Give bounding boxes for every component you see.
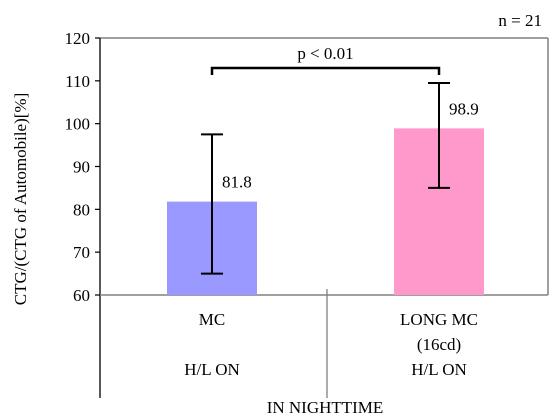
- y-tick-label: 100: [65, 115, 91, 134]
- category-labels: MC H/L ON LONG MC (16cd) H/L ON: [184, 310, 478, 379]
- value-label: 81.8: [222, 173, 252, 192]
- y-tick-label: 60: [73, 286, 90, 305]
- condition-label: H/L ON: [184, 360, 240, 379]
- sample-size-label: n = 21: [498, 11, 542, 30]
- group-label: IN NIGHTTIME: [267, 398, 384, 417]
- significance-label: p < 0.01: [297, 44, 353, 63]
- error-bars: [201, 81, 450, 275]
- y-tick-label: 70: [73, 243, 90, 262]
- value-labels: 81.8 98.9: [222, 99, 479, 191]
- category-label: MC: [199, 310, 225, 329]
- y-tick-label: 90: [73, 158, 90, 177]
- y-tick-label: 110: [65, 72, 90, 91]
- y-tick-label: 80: [73, 200, 90, 219]
- value-label: 98.9: [449, 99, 479, 118]
- category-sublabel: (16cd): [417, 335, 461, 354]
- y-axis-ticks: 60 70 80 90 100 110 120: [65, 29, 100, 305]
- y-tick-label: 120: [65, 29, 91, 48]
- y-axis-label: CTG/(CTG of Automobile)[%]: [11, 93, 30, 305]
- category-label: LONG MC: [400, 310, 478, 329]
- significance-bracket-line: [210, 66, 441, 75]
- significance-bracket: p < 0.01: [210, 44, 441, 75]
- condition-label: H/L ON: [411, 360, 467, 379]
